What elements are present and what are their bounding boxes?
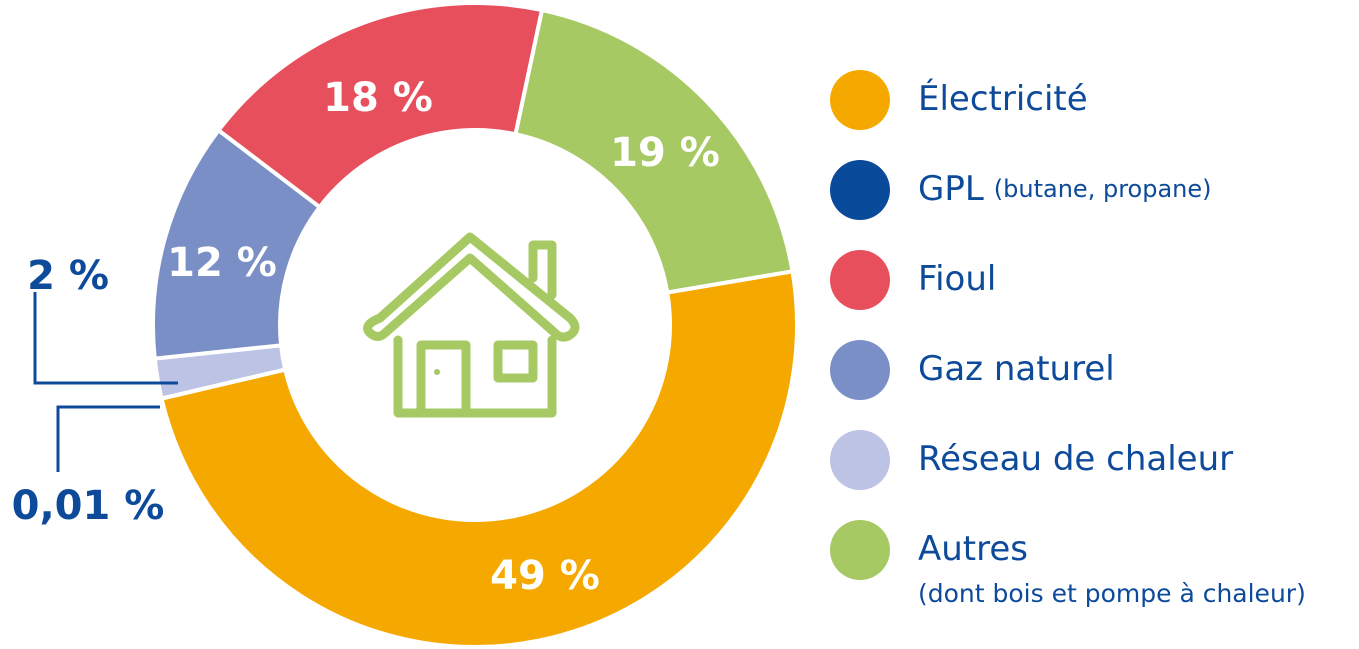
legend-label: Électricité (918, 78, 1088, 119)
legend-swatch (830, 430, 890, 490)
value-label: 19 % (610, 130, 720, 176)
legend-swatch (830, 250, 890, 310)
value-label: 0,01 % (12, 483, 165, 529)
legend-note: (dont bois et pompe à chaleur) (918, 579, 1306, 608)
legend-swatch (830, 340, 890, 400)
legend-note: (butane, propane) (994, 175, 1212, 203)
legend-swatch (830, 520, 890, 580)
legend-label-text: Réseau de chaleur (918, 439, 1233, 479)
leader-line (56, 405, 160, 472)
donut-segment (215, 1, 545, 210)
legend-label-text: GPL (918, 169, 984, 209)
leader-line (33, 292, 178, 385)
legend-swatch (830, 160, 890, 220)
legend-label-text: Autres (918, 529, 1028, 569)
legend-label: Gaz naturel (918, 349, 1115, 389)
legend-label: Autres (918, 529, 1028, 569)
house-icon (363, 232, 580, 418)
legend-label-text: Électricité (918, 78, 1088, 119)
legend-label-text: Gaz naturel (918, 349, 1115, 389)
legend-label: GPL (butane, propane) (918, 169, 1212, 209)
donut-segment (513, 7, 795, 295)
value-label: 49 % (490, 553, 600, 599)
value-label: 2 % (27, 253, 109, 299)
legend-label: Fioul (918, 259, 996, 299)
legend-swatch (830, 70, 890, 130)
value-label: 12 % (167, 240, 277, 286)
legend-label: Réseau de chaleur (918, 439, 1233, 479)
value-label: 18 % (323, 75, 433, 121)
donut-segment (159, 268, 799, 649)
legend-label-text: Fioul (918, 259, 996, 299)
